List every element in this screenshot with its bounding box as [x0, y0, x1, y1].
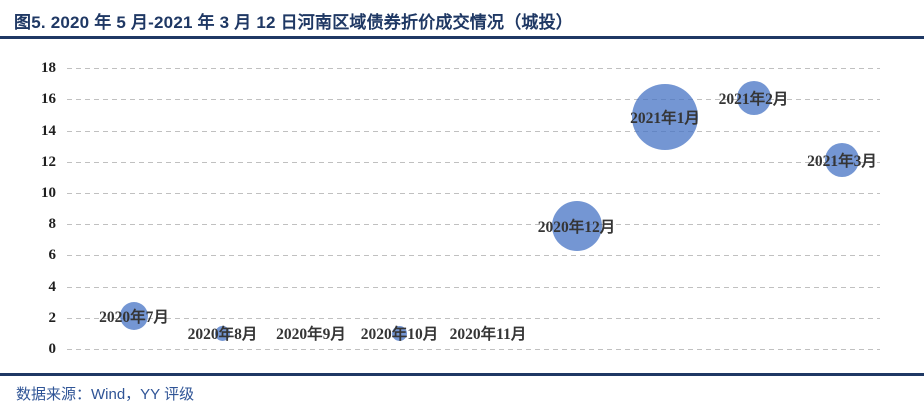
gridline-y10	[67, 193, 880, 194]
y-axis-tick-label: 12	[41, 153, 56, 170]
data-source: 数据来源：Wind，YY 评级	[16, 386, 195, 403]
point-label-2020-12: 2020年12月	[537, 218, 616, 236]
y-axis-tick-label: 4	[48, 278, 57, 295]
gridline-y6	[67, 255, 880, 257]
y-axis-tick-label: 2	[48, 309, 57, 326]
chart-bubble-2020-10	[392, 325, 407, 341]
point-label-2020-07: 2020年7月	[99, 309, 169, 327]
y-axis-tick-label: 18	[41, 60, 56, 77]
chart-bubble-2021-03	[825, 143, 859, 178]
y-axis-tick-label: 10	[41, 185, 56, 201]
point-label-2020-11: 2020年11月	[449, 326, 527, 344]
point-label-2021-02: 2021年2月	[718, 90, 789, 108]
figure-title: 图5. 2020 年 5 月-2021 年 3 月 12 日河南区域债券折价成交…	[14, 13, 574, 32]
chart-bubble-2021-01	[632, 83, 698, 150]
point-label-2020-10: 2020年10月	[360, 326, 439, 344]
chart-bubble-2020-12	[551, 200, 602, 251]
gridline-y0	[67, 349, 880, 350]
point-label-2021-03: 2021年3月	[807, 153, 877, 171]
y-axis-tick-label: 14	[41, 122, 56, 139]
y-axis-tick-label: 0	[48, 341, 57, 357]
title-divider	[0, 36, 924, 39]
gridline-y12	[67, 161, 880, 163]
gridline-y2	[67, 317, 880, 319]
point-label-2020-08: 2020年8月	[187, 326, 258, 344]
y-axis-tick-label: 8	[48, 216, 57, 233]
gridline-y8	[67, 224, 880, 226]
point-label-2021-01: 2021年1月	[630, 109, 700, 127]
chart-bubble-2021-02	[736, 80, 771, 115]
footer-divider	[0, 373, 924, 376]
chart-bubble-2020-07	[120, 302, 148, 331]
bubble-chart: 0 2 4 6 8 10 12 14 16 18 2020年7月 2020年8月 2020年9月 2020…	[0, 42, 924, 362]
point-label-2020-09: 2020年9月	[276, 326, 346, 344]
y-axis-tick-label: 6	[48, 247, 57, 264]
y-axis-tick-label: 16	[41, 91, 56, 108]
gridline-y14	[67, 130, 880, 132]
gridline-y4	[67, 286, 880, 288]
gridline-y16	[67, 99, 880, 101]
gridline-y18	[67, 68, 880, 70]
chart-bubble-2020-08	[215, 325, 230, 341]
